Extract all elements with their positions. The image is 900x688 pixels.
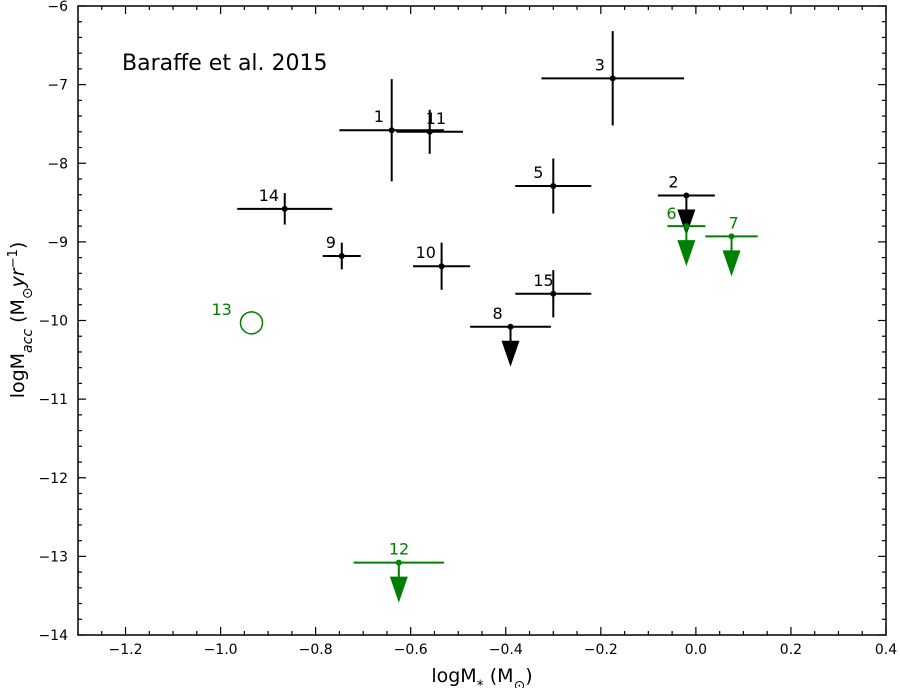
y-tick-label: −12 [38, 471, 68, 487]
point-marker [550, 183, 557, 190]
x-tick-label: −0.2 [584, 642, 618, 658]
x-tick-label: −1.0 [204, 642, 238, 658]
point-label: 12 [389, 540, 409, 559]
chart-annotation: Baraffe et al. 2015 [122, 51, 328, 76]
data-point-3: 3 [541, 31, 684, 126]
data-point-1: 1 [339, 79, 444, 182]
axis-ticks: −1.2 −1.0 −0.8 −0.6 −0.4 −0.2 0.0 0.2 0.4 −14 −13 −… [38, 0, 897, 658]
upper-limit-arrow [677, 209, 696, 236]
y-tick-label: −11 [38, 392, 68, 408]
y-axis-label: logMacc (M⊙yr−1) [6, 242, 37, 399]
data-point-8: 8 [470, 304, 551, 367]
data-point-10: 10 [413, 242, 471, 290]
point-marker [507, 323, 514, 330]
x-axis-label: logM* (M⊙) [431, 665, 532, 688]
point-label: 10 [416, 243, 436, 262]
y-tick-label: −7 [47, 78, 68, 94]
data-point-5: 5 [515, 158, 592, 214]
point-marker [438, 263, 445, 270]
point-label: 2 [668, 172, 678, 191]
point-marker [683, 192, 690, 199]
data-point-2: 2 [657, 172, 715, 236]
data-point-6: 6 [666, 204, 706, 267]
data-point-15: 15 [515, 270, 592, 318]
upper-limit-arrow [501, 340, 520, 367]
data-point-13: 13 [211, 300, 264, 335]
point-label: 7 [729, 213, 739, 232]
point-marker [683, 223, 690, 230]
upper-limit-arrow [722, 250, 741, 277]
y-tick-label: −14 [38, 628, 68, 644]
point-marker [395, 559, 402, 566]
y-tick-label: −9 [47, 235, 68, 251]
x-tick-label: −0.6 [394, 642, 428, 658]
point-label: 15 [533, 271, 553, 290]
plot-frame [77, 5, 887, 636]
point-label: 8 [493, 304, 503, 323]
upper-limit-arrow [677, 240, 696, 267]
point-marker [609, 75, 616, 82]
point-label: 13 [211, 300, 231, 319]
point-marker [388, 127, 395, 134]
x-tick-label: −0.8 [299, 642, 333, 658]
x-tick-label: −1.2 [109, 642, 143, 658]
y-tick-label: −13 [38, 549, 68, 565]
upper-limit-arrow [389, 576, 408, 603]
y-tick-label: −6 [47, 0, 68, 15]
data-point-12: 12 [353, 540, 444, 603]
point-label: 3 [595, 55, 605, 74]
point-marker [338, 253, 345, 260]
point-marker [728, 233, 735, 240]
y-tick-label: −8 [47, 156, 68, 172]
y-tick-label: −10 [38, 314, 68, 330]
point-label: 6 [666, 204, 676, 223]
point-marker [426, 128, 433, 135]
point-label: 9 [326, 233, 336, 252]
x-tick-label: −0.4 [489, 642, 523, 658]
point-label: 1 [374, 107, 384, 126]
data-point-11: 11 [396, 109, 463, 154]
point-label: 5 [533, 163, 543, 182]
open-circle-marker [239, 311, 264, 335]
data-point-14: 14 [237, 186, 333, 225]
data-point-7: 7 [705, 213, 758, 277]
point-label: 11 [426, 109, 446, 128]
x-tick-label: 0.0 [685, 642, 707, 658]
x-tick-label: 0.2 [780, 642, 802, 658]
data-point-9: 9 [322, 233, 361, 270]
point-marker [550, 290, 557, 297]
x-tick-label: 0.4 [875, 642, 897, 658]
point-marker [281, 205, 288, 212]
point-label: 14 [259, 186, 279, 205]
